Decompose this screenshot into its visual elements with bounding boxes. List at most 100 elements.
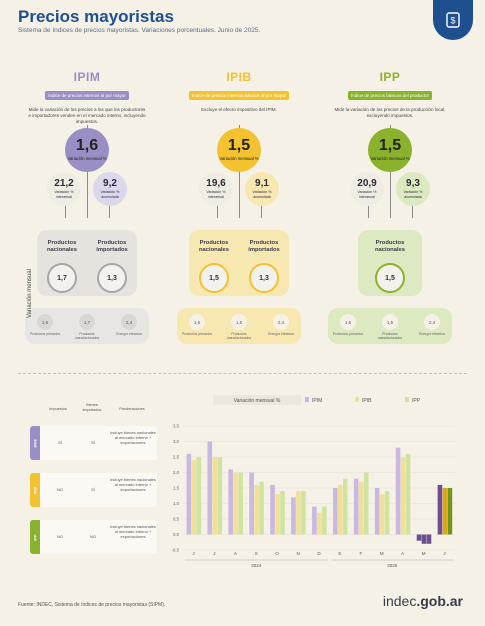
y-tick-label: 0,0 [173,532,180,537]
product-name: Productos nacionales [47,240,77,253]
bar-ipib [358,481,364,535]
legend-label: IPIM [312,398,322,404]
bar-ipib [275,494,280,535]
sub-value: 2,4 [121,314,137,330]
monthly-value: 1,6 [75,137,99,155]
bar-ipib [212,457,218,535]
bar-ipp [342,478,348,535]
monthly-value: 1,5 [227,137,251,155]
bar-ipim [374,488,380,535]
year-label: 2024 [251,563,262,568]
row-name: IPIB [32,486,38,494]
bar-ipim [437,484,443,535]
bar-ipp [426,534,432,544]
bar-ipib [254,484,259,535]
sub-label: Productos manufacturados [226,332,252,340]
cell-tax: NO [57,534,63,539]
cell-tax: SÍ [58,440,62,445]
interannual-label: Variación % interanual [54,190,74,199]
accumulated-circle: 9,1 Variación % acumulada [245,172,279,206]
x-tick-label: D [317,551,321,556]
indicator-text: Mide la variación de los precios de la p… [334,107,446,119]
indicator-name: IPIM [73,70,101,84]
bar-ipp [259,481,264,535]
bar-ipp [280,491,285,535]
price-tag-badge: $ [433,0,473,40]
accumulated-circle: 9,3 Variación % acumulada [396,172,430,206]
accumulated-value: 9,3 [406,178,420,190]
monthly-label: Variación mensual % [370,156,410,162]
legend-swatch [355,397,359,402]
page-subtitle: Sistema de índices de precios mayoristas… [18,27,261,34]
accumulated-value: 9,2 [103,178,117,190]
x-tick-label: M [422,551,426,556]
x-tick-label: J [213,551,215,556]
legend-bg [213,395,301,405]
sub-value: 1,5 [231,314,247,330]
header-tax: Impuestos [49,407,67,411]
bar-ipib [296,491,301,535]
bar-ipib [233,472,238,535]
sub-label: Productos manufacturados [377,332,403,340]
sub-label: Energía eléctrica [116,332,142,336]
x-tick-label: F [359,551,362,556]
interannual-circle: 20,9 Variación % interanual [350,172,384,206]
x-tick-label: E [338,551,341,556]
interannual-circle: 21,2 Variación % interanual [47,172,81,206]
monthly-variation-circle: 1,5 Variación mensual % [217,128,261,172]
bar-ipib [379,494,385,535]
cell-tax: NO [57,487,63,492]
y-tick-label: 0,5 [173,517,180,522]
x-tick-label: A [234,551,237,556]
product-ring: 1,5 [199,263,229,293]
product-name: Productos nacionales [375,240,405,253]
table-row [30,520,157,554]
section-divider [18,373,467,374]
bar-ipib [442,488,448,535]
indicator-text: Excluye el efecto impositivo del IPIM. [201,107,277,112]
connector-line [239,170,240,218]
interannual-label: Variación % interanual [206,190,226,199]
indec-logo: indec.gob.ar [383,593,463,609]
row-tab: IPIB [30,473,40,507]
header-imported: Bienes importados [82,403,102,412]
bar-ipib [191,460,197,535]
logo-domain: .gob.ar [416,593,463,609]
y-tick-label: 2,5 [173,455,180,460]
row-name: IPIM [32,438,38,448]
y-tick-label: 1,5 [173,486,180,491]
monthly-label: Variación mensual % [67,156,107,162]
cell-imported: SÍ [91,487,95,492]
table-row [30,473,157,507]
interannual-value: 19,6 [206,178,226,190]
y-tick-label: 3,0 [173,439,180,444]
bar-ipim [416,534,422,541]
legend-label: IPIB [362,398,372,404]
bar-ipp [196,457,202,535]
indicator-ipp: IPP Índice de precios básicos del product… [327,70,453,119]
bar-ipp [447,488,453,535]
monthly-variation-chart: Variación mensual % IPIM IPIB IPP 3,5 3,0 2,5 2… [172,395,455,568]
accumulated-circle: 9,2 Variación % acumulada [93,172,127,206]
bar-ipib [317,512,322,535]
monthly-variation-circle: 1,6 Variación mensual % [65,128,109,172]
indicator-name: IPIB [226,70,252,84]
sub-label: Energía eléctrica [268,332,294,336]
cell-imported: SÍ [91,440,95,445]
indicator-desc: Índice de precios internos básicos al po… [188,91,290,100]
interannual-circle: 19,6 Variación % interanual [199,172,233,206]
bar-ipp [301,491,306,535]
indicator-text: Mide la variación de los precios a los q… [28,107,146,125]
indicator-desc: Índice de precios internos al por mayor [45,91,129,100]
legend-swatch [305,397,309,402]
monthly-label: Variación mensual % [219,156,259,162]
bar-ipib [338,484,343,535]
sub-label: Productos manufacturados [74,332,100,340]
monthly-value: 1,5 [378,137,402,155]
interannual-value: 20,9 [357,178,377,190]
source-note: Fuente: INDEC, Sistema de índices de pre… [18,602,166,608]
accumulated-label: Variación % acumulada [100,190,120,199]
accumulated-value: 9,1 [255,178,269,190]
y-tick-label: 3,5 [173,424,180,429]
svg-text:$: $ [450,16,455,26]
